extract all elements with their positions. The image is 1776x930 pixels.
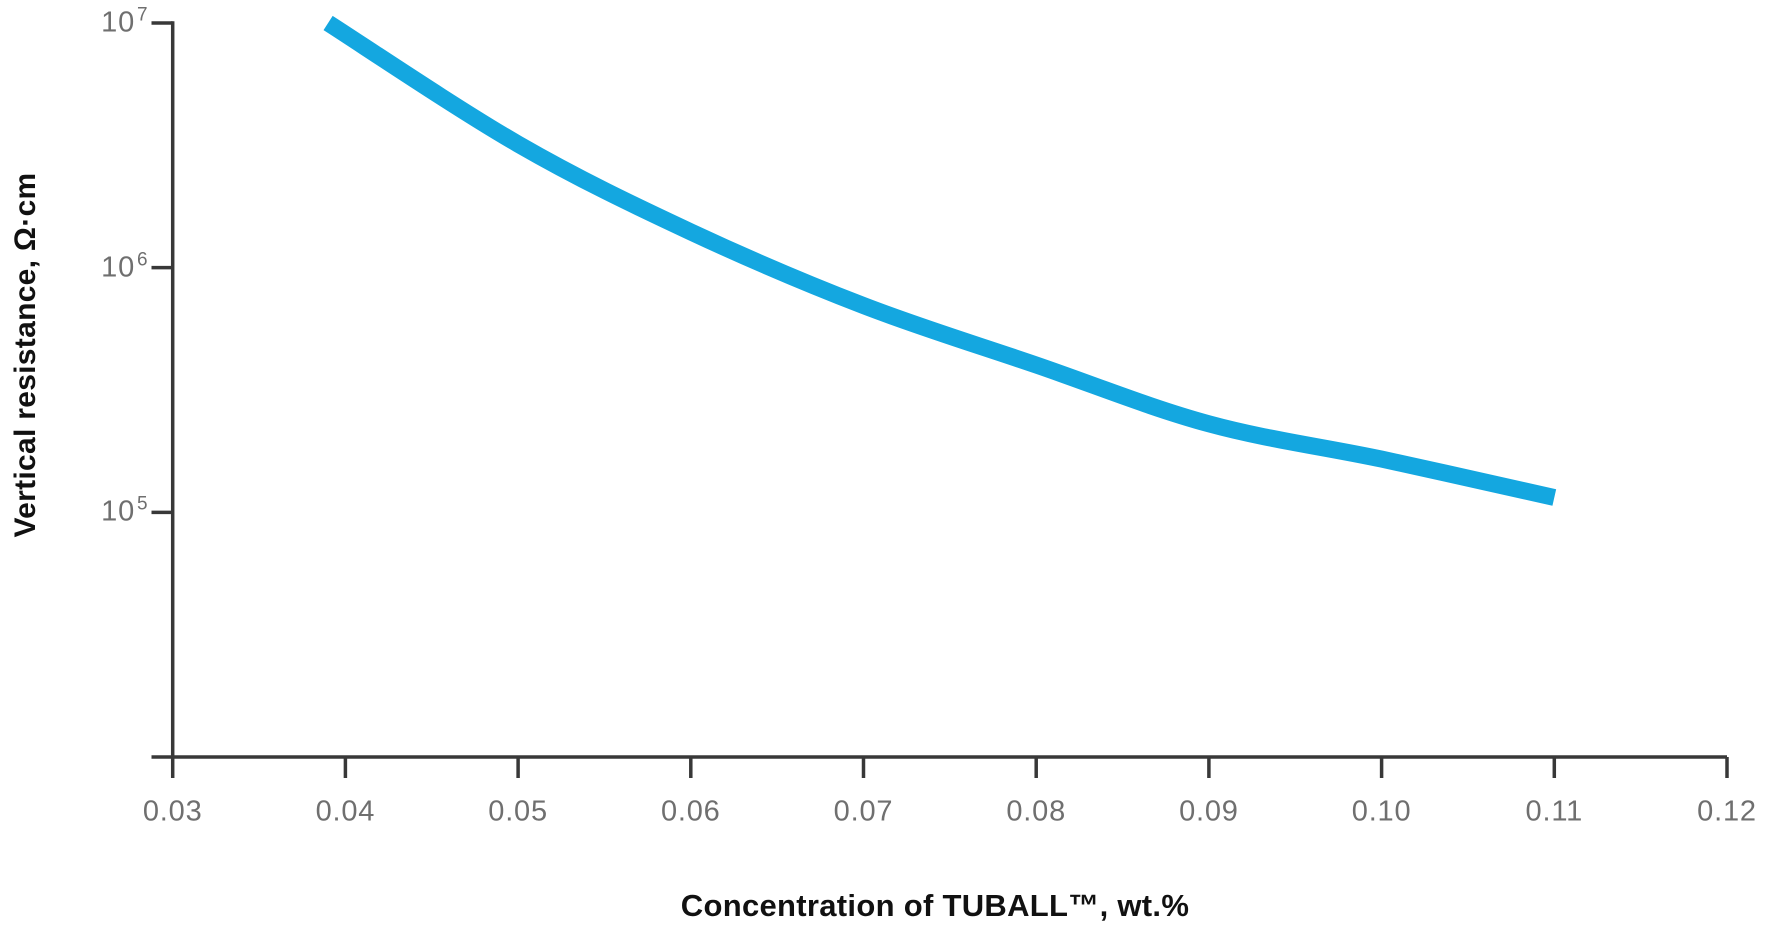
x-tick-label-0.03: 0.03 xyxy=(142,795,203,828)
x-axis-title: Concentration of TUBALL™, wt.% xyxy=(680,888,1190,923)
x-tick-label-0.10: 0.10 xyxy=(1351,795,1412,828)
x-tick-label-0.08: 0.08 xyxy=(1006,795,1067,828)
x-tick-label-0.09: 0.09 xyxy=(1179,795,1239,828)
x-tick-label-0.12: 0.12 xyxy=(1697,795,1757,828)
x-tick-label-0.07: 0.07 xyxy=(833,795,894,828)
x-tick-label-0.06: 0.06 xyxy=(660,795,721,828)
y-tick-label-1e5: 10 5 xyxy=(101,493,148,528)
y-tick-label-1e6: 10 6 xyxy=(101,249,148,284)
y-tick-label-1e7: 10 7 xyxy=(101,4,148,39)
vertical-resistance-curve xyxy=(323,15,1557,506)
y-axis-title: Vertical resistance, Ω·cm xyxy=(9,172,42,538)
x-tick-label-0.11: 0.11 xyxy=(1525,795,1584,828)
x-tick-label-0.05: 0.05 xyxy=(488,795,548,828)
x-tick-label-0.04: 0.04 xyxy=(315,795,376,828)
